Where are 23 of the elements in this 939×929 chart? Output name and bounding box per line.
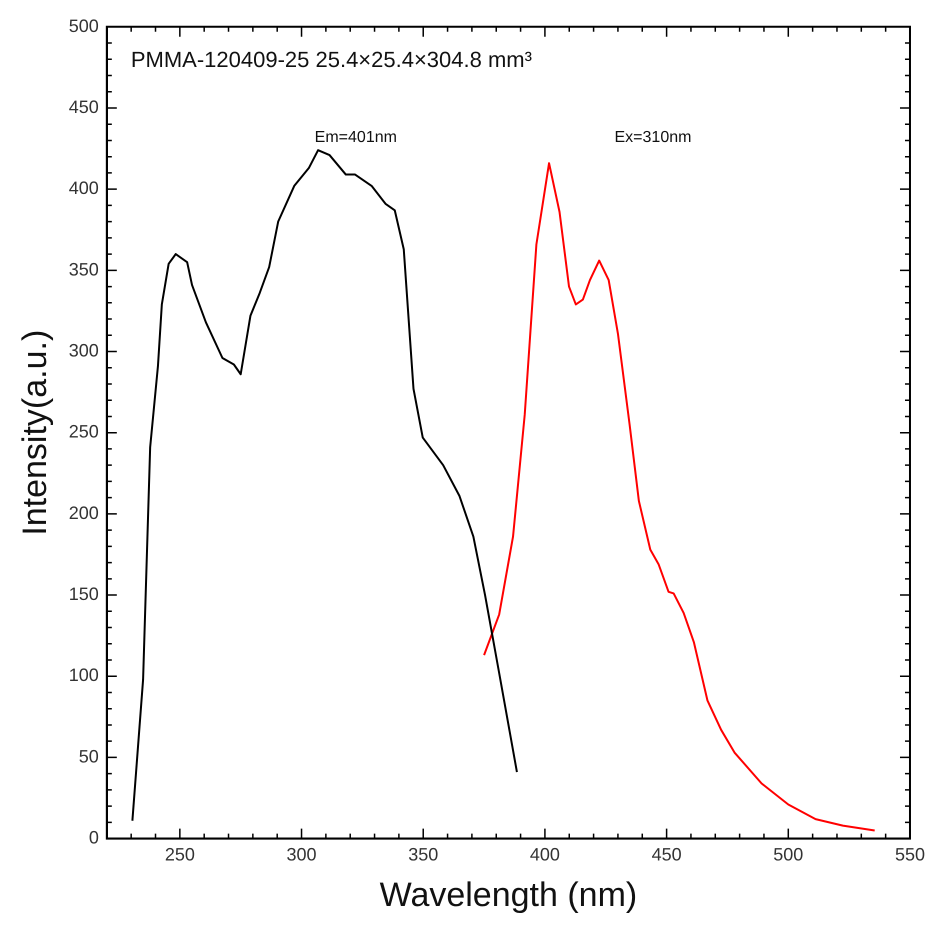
y-tick-label: 50 xyxy=(78,746,99,766)
x-axis-title: Wavelength (nm) xyxy=(380,876,638,914)
y-axis-title: Intensity(a.u.) xyxy=(16,330,54,536)
y-tick-label: 450 xyxy=(68,96,99,117)
y-tick-label: 300 xyxy=(68,340,99,360)
x-tick-label: 400 xyxy=(530,844,560,864)
text: PMMA-120409-25 25.4×25.4×304.8 mm³ xyxy=(130,46,532,72)
x-tick-label: 300 xyxy=(286,844,317,864)
annotation: Em=401nm xyxy=(314,128,397,146)
x-tick-label: 450 xyxy=(652,844,682,864)
y-tick-label: 350 xyxy=(68,259,99,280)
x-tick-label: 500 xyxy=(773,844,804,864)
x-tick-label: 550 xyxy=(894,844,926,864)
y-tick-label: 150 xyxy=(68,584,99,604)
y-tick-label: 500 xyxy=(68,16,99,36)
x-tick-label: 350 xyxy=(408,844,438,864)
y-tick-label: 100 xyxy=(68,665,99,686)
x-tick-label: 250 xyxy=(164,844,195,864)
y-tick-label: 0 xyxy=(88,828,99,848)
annotation: Ex=310nm xyxy=(614,128,692,146)
y-tick-label: 200 xyxy=(68,502,99,523)
y-tick-label: 250 xyxy=(68,422,99,442)
y-tick-label: 400 xyxy=(68,178,99,198)
